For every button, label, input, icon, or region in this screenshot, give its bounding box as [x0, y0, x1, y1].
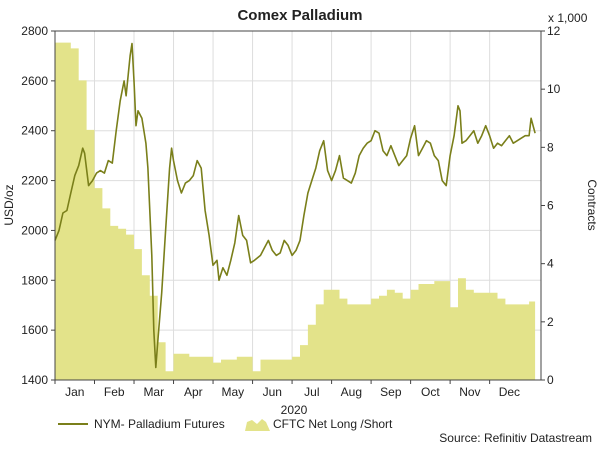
x-tick-label: Sep	[380, 385, 402, 399]
y-left-tick-label: 2200	[21, 174, 48, 188]
y-right-tick-label: 8	[547, 140, 554, 154]
y-left-tick-label: 1600	[21, 323, 48, 337]
legend-label-net: CFTC Net Long /Short	[273, 417, 393, 431]
y-left-tick-label: 1800	[21, 273, 48, 287]
right-axis-multiplier: x 1,000	[548, 11, 588, 25]
y-left-tick-label: 2800	[21, 24, 48, 38]
x-tick-label: Jun	[263, 385, 282, 399]
legend: NYM- Palladium Futures CFTC Net Long /Sh…	[58, 417, 393, 431]
x-tick-label: Aug	[341, 385, 362, 399]
y-right-tick-label: 6	[547, 199, 554, 213]
legend-swatch-net	[245, 419, 270, 431]
y-right-tick-label: 2	[547, 315, 554, 329]
x-tick-label: Feb	[104, 385, 125, 399]
x-tick-label: Mar	[143, 385, 164, 399]
y-left-tick-label: 1400	[21, 373, 48, 387]
x-tick-label: May	[221, 385, 244, 399]
source-note: Source: Refinitiv Datastream	[439, 431, 592, 445]
y-right-tick-label: 12	[547, 24, 561, 38]
y-left-tick-label: 2600	[21, 74, 48, 88]
y-right-axis-label: Contracts	[585, 179, 599, 230]
y-right-tick-label: 0	[547, 373, 554, 387]
y-left-axis-label: USD/oz	[2, 184, 16, 225]
x-tick-label: Jan	[65, 385, 84, 399]
legend-label-price: NYM- Palladium Futures	[94, 417, 225, 431]
x-tick-label: Jul	[304, 385, 319, 399]
x-tick-label: Oct	[421, 385, 440, 399]
y-left-tick-label: 2000	[21, 223, 48, 237]
x-tick-label: Dec	[499, 385, 520, 399]
y-right-tick-label: 10	[547, 82, 561, 96]
y-right-tick-label: 4	[547, 257, 554, 271]
x-tick-label: Apr	[184, 385, 203, 399]
chart-title: Comex Palladium	[237, 7, 362, 24]
y-left-tick-label: 2400	[21, 124, 48, 138]
x-axis-label: 2020	[281, 403, 308, 417]
x-tick-label: Nov	[459, 385, 480, 399]
